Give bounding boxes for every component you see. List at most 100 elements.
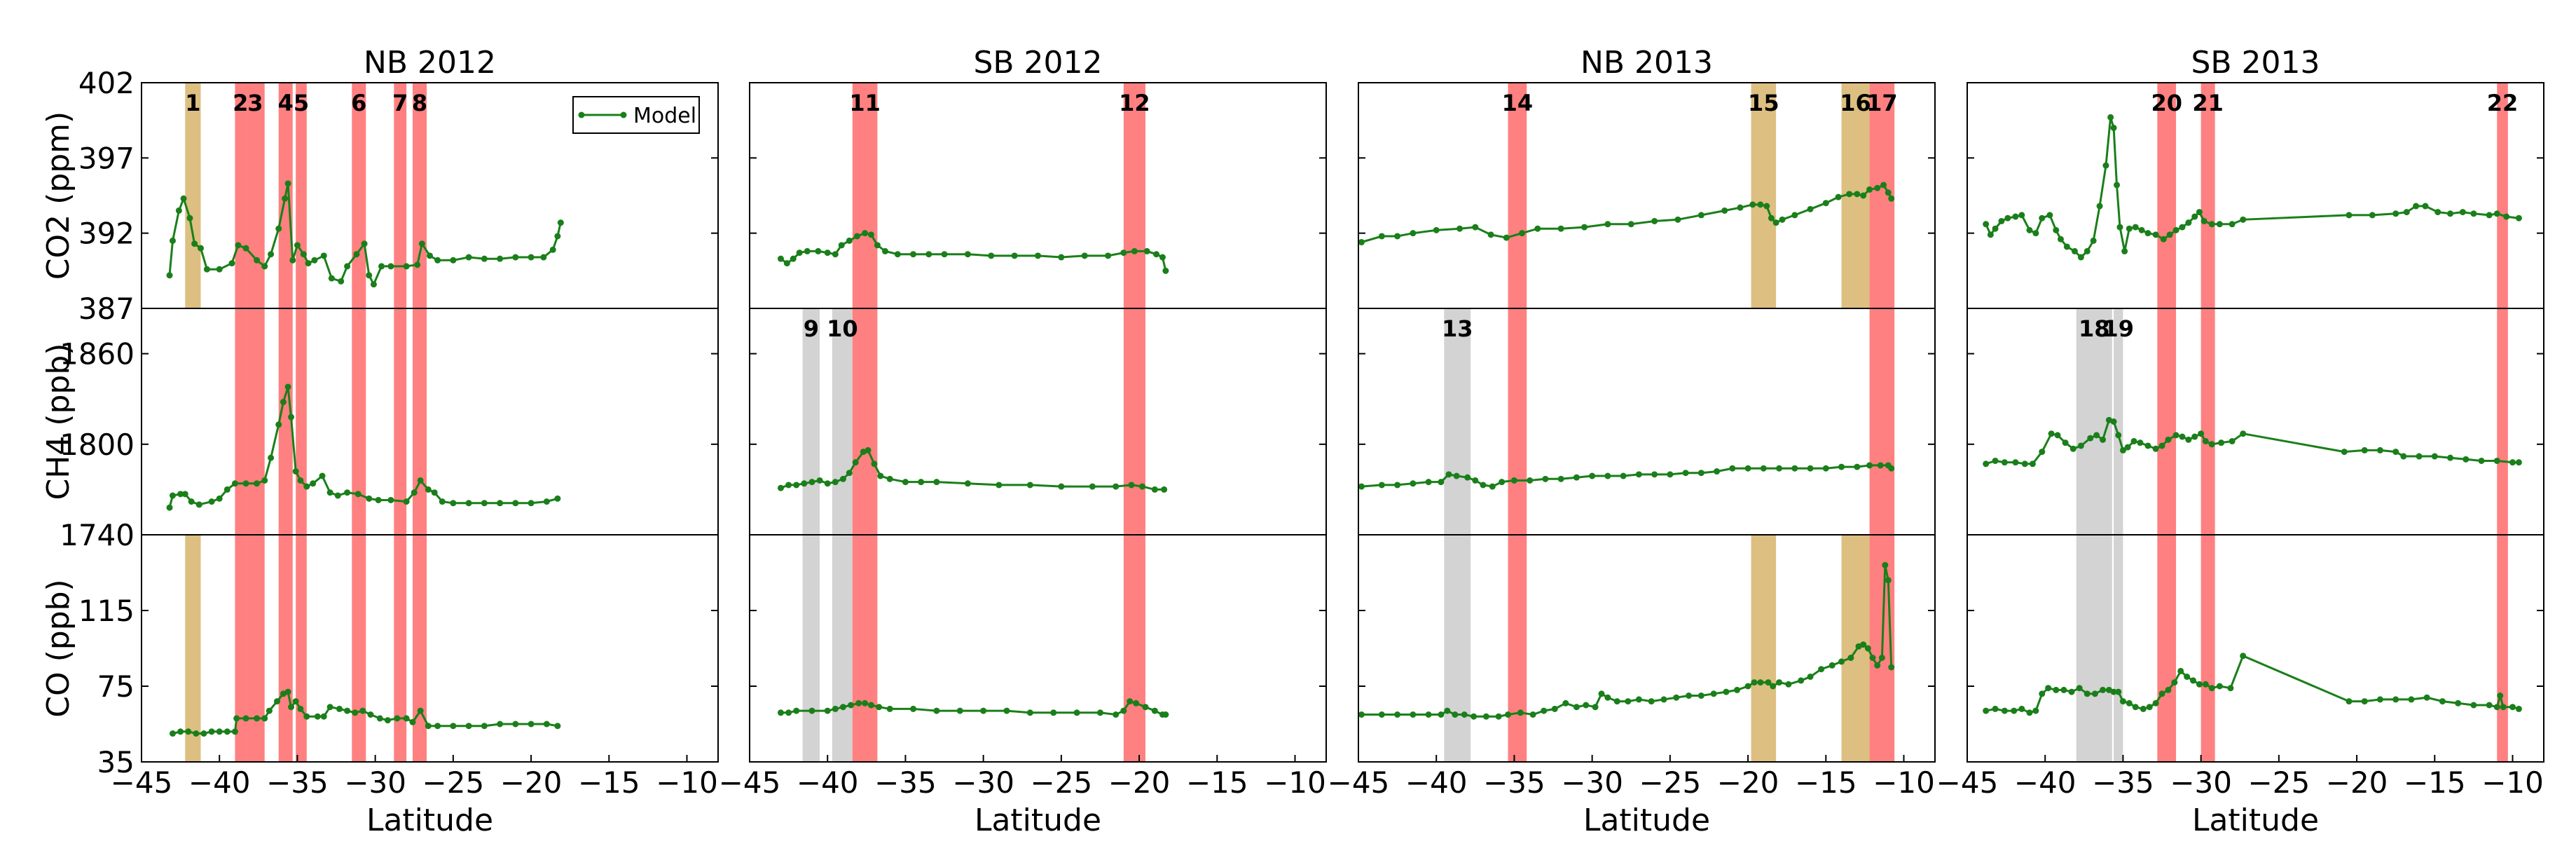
data-point xyxy=(375,496,382,503)
data-point xyxy=(2126,700,2133,707)
event-band-15 xyxy=(1751,535,1777,762)
data-point xyxy=(344,263,351,270)
data-point xyxy=(326,489,333,496)
data-point xyxy=(528,500,535,507)
data-point xyxy=(1807,205,1814,212)
panel-column-1 xyxy=(166,83,564,762)
data-point xyxy=(1721,207,1728,214)
data-point xyxy=(1776,679,1783,686)
data-point xyxy=(338,278,345,285)
data-point xyxy=(223,728,230,735)
event-label-7: 7 xyxy=(392,90,408,116)
model-series-co2 xyxy=(780,232,1167,271)
data-point xyxy=(297,477,304,484)
data-point xyxy=(1495,713,1502,720)
data-point xyxy=(2413,203,2420,210)
data-point xyxy=(254,257,261,264)
data-point xyxy=(2171,679,2178,686)
data-point xyxy=(2392,449,2399,456)
data-point xyxy=(2196,209,2203,216)
data-point xyxy=(1598,690,1605,697)
data-point xyxy=(1131,247,1138,254)
data-point xyxy=(1551,705,1558,712)
data-point xyxy=(2069,445,2076,452)
data-point xyxy=(2100,436,2107,443)
data-point xyxy=(2116,224,2123,231)
data-point xyxy=(964,480,971,487)
y-tick-label: 75 xyxy=(97,669,135,704)
data-point xyxy=(2152,445,2159,452)
data-point xyxy=(367,711,374,718)
data-point xyxy=(314,713,321,720)
x-tick-label: −15 xyxy=(1795,765,1857,800)
data-point xyxy=(1583,702,1590,709)
data-point xyxy=(2191,213,2198,220)
data-point xyxy=(1162,711,1169,718)
event-band-6 xyxy=(352,83,366,308)
data-point xyxy=(2032,230,2039,237)
data-point xyxy=(1885,577,1892,584)
data-point xyxy=(1162,267,1169,274)
data-point xyxy=(2478,457,2485,464)
data-point xyxy=(2029,460,2036,468)
event-band-5 xyxy=(296,83,307,308)
event-label-14: 14 xyxy=(1502,90,1534,116)
data-point xyxy=(528,254,535,261)
data-point xyxy=(208,498,215,505)
data-point xyxy=(191,240,198,247)
data-point xyxy=(554,233,561,240)
data-point xyxy=(2152,231,2159,238)
x-tick-label: −45 xyxy=(111,765,173,800)
data-point xyxy=(1410,480,1417,487)
data-point xyxy=(824,250,831,257)
event-label-2: 2 xyxy=(233,90,248,116)
data-point xyxy=(1151,486,1158,493)
data-point xyxy=(284,180,291,187)
data-point xyxy=(2090,237,2097,244)
data-point xyxy=(2063,243,2070,250)
data-point xyxy=(268,251,275,258)
data-point xyxy=(1592,704,1599,711)
data-point xyxy=(169,237,176,244)
data-point xyxy=(1983,221,1990,228)
data-point xyxy=(910,705,917,712)
data-point xyxy=(2185,219,2192,226)
data-point xyxy=(370,281,377,288)
data-point xyxy=(824,707,831,714)
data-point xyxy=(2077,442,2084,449)
data-point xyxy=(366,495,373,502)
data-point xyxy=(2046,212,2053,219)
data-point xyxy=(216,495,223,502)
data-point xyxy=(1822,200,1829,207)
data-point xyxy=(832,251,839,258)
event-band-5 xyxy=(296,535,307,762)
data-point xyxy=(956,707,963,714)
data-point xyxy=(1838,658,1845,665)
data-point xyxy=(1470,713,1478,720)
data-point xyxy=(2185,436,2192,443)
data-point xyxy=(1438,711,1445,718)
data-point xyxy=(2208,685,2215,692)
data-point xyxy=(1452,711,1459,718)
data-point xyxy=(1682,470,1689,477)
data-point xyxy=(2083,247,2091,254)
data-point xyxy=(1714,468,1721,475)
data-point xyxy=(1648,698,1655,705)
event-band-8 xyxy=(413,535,427,762)
data-point xyxy=(394,715,401,722)
data-point xyxy=(411,489,418,496)
data-point xyxy=(1987,231,1994,238)
data-point xyxy=(2132,704,2139,711)
data-point xyxy=(865,446,872,453)
data-point xyxy=(2198,430,2205,437)
event-band-14 xyxy=(1508,308,1527,535)
data-point xyxy=(1864,645,1871,652)
y-axis-label: CH4 (ppb) xyxy=(41,343,76,500)
data-point xyxy=(450,257,457,264)
data-point xyxy=(1589,472,1596,479)
data-point xyxy=(328,275,335,282)
data-point xyxy=(378,263,385,270)
data-point xyxy=(980,707,987,714)
data-point xyxy=(852,459,859,466)
x-tick-label: −10 xyxy=(2481,765,2544,800)
